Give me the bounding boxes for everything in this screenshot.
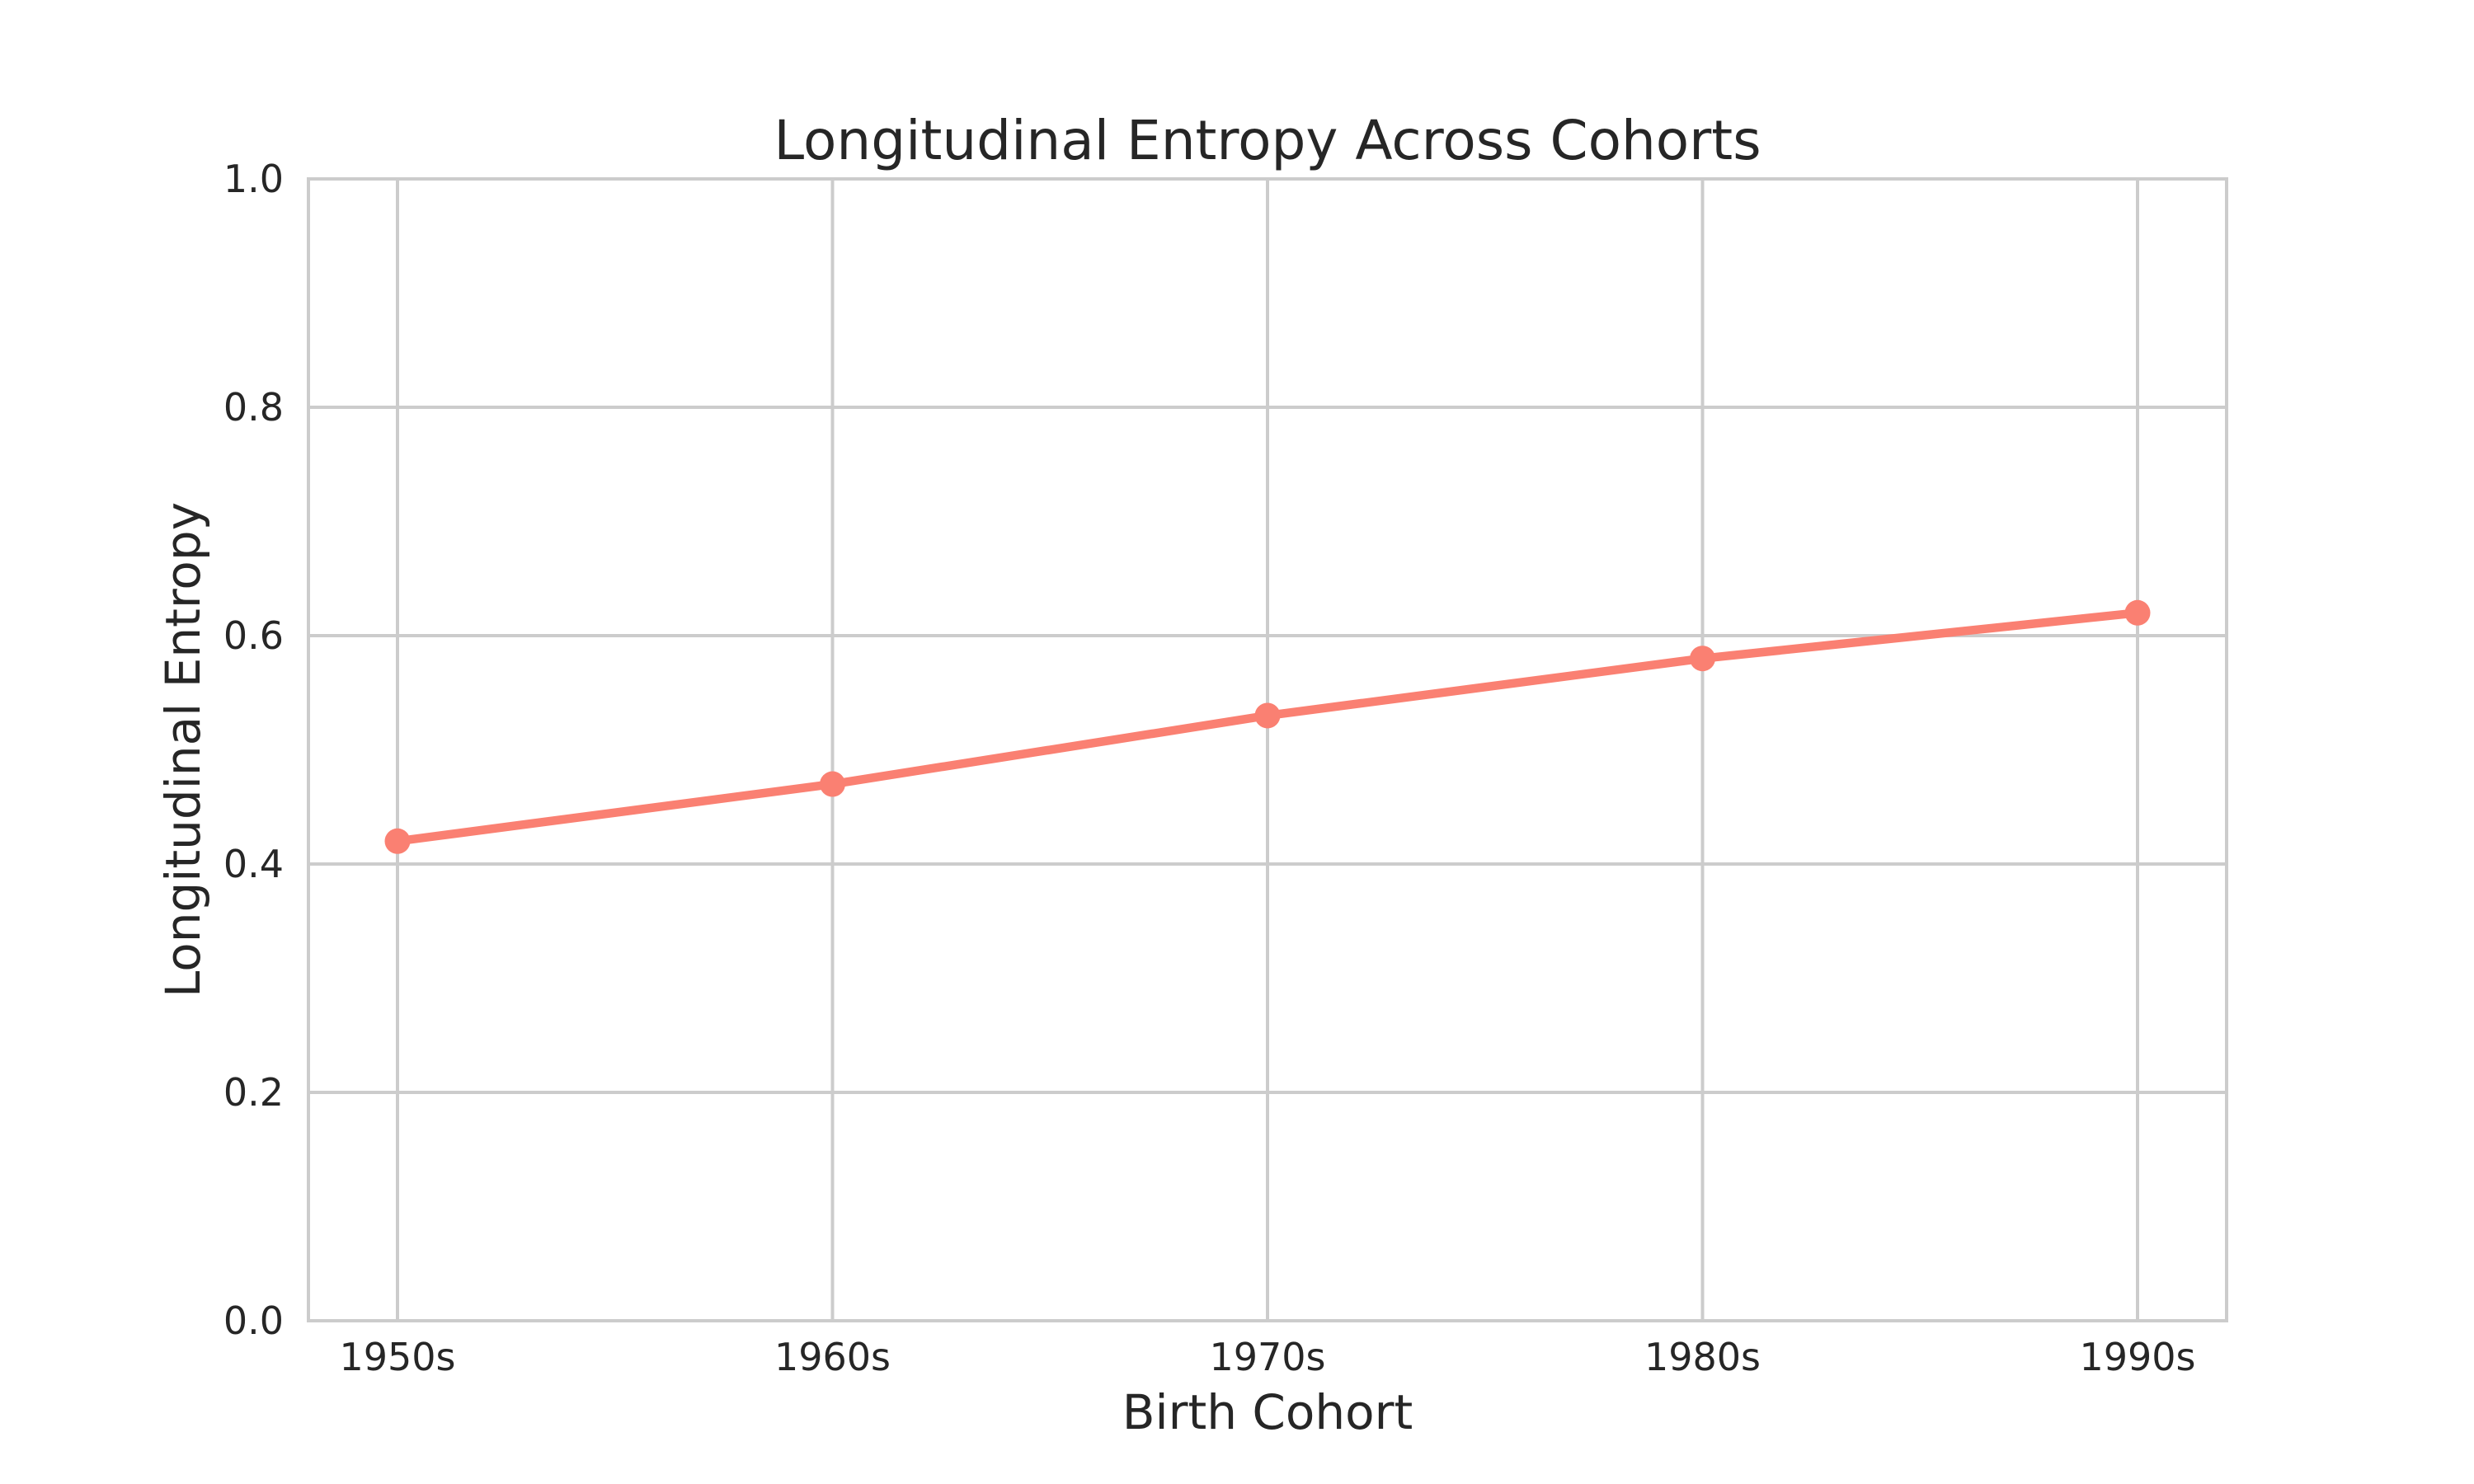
x-tick-label-1980s: 1980s [1644,1335,1761,1379]
y-tick-label-0.2: 0.2 [223,1070,284,1115]
y-tick-label-0.4: 0.4 [223,842,284,886]
x-tick-label-1950s: 1950s [339,1335,455,1379]
data-point-1970s [1254,702,1281,729]
axes-spines [307,177,2228,1322]
x-axis-title: Birth Cohort [1122,1384,1413,1440]
x-tick-label-1970s: 1970s [1209,1335,1325,1379]
plot-border [307,177,2228,1322]
y-tick-label-1.0: 1.0 [223,157,284,201]
grid-layer [308,177,2227,1322]
tick-label-layer: 0.0 0.2 0.4 0.6 0.8 1.0 1950s 1960s 1970s 1980s 19… [223,157,2196,1379]
y-tick-label-0.8: 0.8 [223,385,284,430]
data-point-1980s [1690,646,1715,672]
x-tick-label-1960s: 1960s [774,1335,891,1379]
data-point-1960s [820,771,845,797]
data-point-1950s [384,828,411,854]
y-tick-label-0.0: 0.0 [223,1298,284,1343]
y-tick-label-0.6: 0.6 [223,613,284,658]
data-point-1990s [2124,599,2151,626]
chart-title: Longitudinal Entropy Across Cohorts [774,109,1761,172]
series-layer [384,599,2151,854]
y-axis-title: Longitudinal Entropy [155,502,211,998]
x-tick-label-1990s: 1990s [2079,1335,2195,1379]
